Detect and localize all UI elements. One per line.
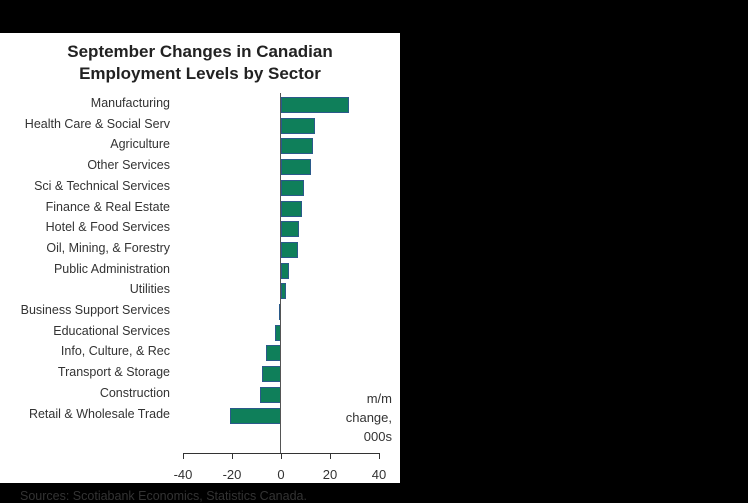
bar bbox=[262, 366, 281, 383]
x-tick bbox=[330, 453, 331, 459]
x-tick bbox=[379, 453, 380, 459]
bar bbox=[281, 262, 290, 279]
bar bbox=[259, 386, 281, 403]
bar bbox=[281, 200, 303, 217]
bar bbox=[281, 241, 299, 258]
x-tick bbox=[232, 453, 233, 459]
x-tick-label: -40 bbox=[173, 467, 193, 482]
category-label: Manufacturing bbox=[90, 96, 170, 110]
category-label: Public Administration bbox=[53, 261, 170, 276]
category-label: Health Care & Social Serv bbox=[24, 116, 170, 131]
category-label: Sci & Technical Services bbox=[34, 178, 170, 193]
bar bbox=[281, 138, 313, 155]
bar bbox=[281, 283, 286, 300]
bar bbox=[230, 407, 281, 424]
category-label: Construction bbox=[99, 385, 170, 400]
title-line-2: Employment Levels by Sector bbox=[79, 64, 321, 83]
x-tick bbox=[183, 453, 184, 459]
bar bbox=[281, 221, 300, 238]
x-tick-label: 20 bbox=[322, 467, 338, 482]
bar bbox=[281, 97, 350, 113]
category-label: Finance & Real Estate bbox=[45, 199, 170, 214]
category-label: Utilities bbox=[129, 282, 170, 297]
unit-line: 000s bbox=[363, 429, 392, 444]
category-label: Other Services bbox=[87, 158, 170, 173]
category-label: Retail & Wholesale Trade bbox=[28, 406, 170, 421]
category-label: Educational Services bbox=[53, 323, 170, 338]
category-label: Oil, Mining, & Forestry bbox=[46, 240, 170, 255]
chart-panel: September Changes in Canadian Employment… bbox=[0, 33, 400, 503]
unit-line: m/m bbox=[366, 391, 392, 406]
title-line-1: September Changes in Canadian bbox=[67, 42, 333, 61]
bar bbox=[281, 117, 316, 134]
unit-label: m/m change, 000s bbox=[340, 389, 392, 446]
category-label: Agriculture bbox=[110, 137, 170, 152]
source-note: Sources: Scotiabank Economics, Statistic… bbox=[20, 489, 307, 503]
zero-axis bbox=[280, 93, 281, 453]
unit-line: change, bbox=[345, 410, 392, 425]
category-label: Transport & Storage bbox=[57, 365, 170, 380]
bar bbox=[266, 345, 281, 362]
x-tick-label: 40 bbox=[371, 467, 387, 482]
category-label: Business Support Services bbox=[20, 303, 170, 317]
x-tick-label: 0 bbox=[277, 467, 285, 482]
bar bbox=[281, 159, 312, 176]
bar bbox=[281, 179, 305, 196]
chart-title: September Changes in Canadian Employment… bbox=[0, 41, 400, 85]
category-label: Hotel & Food Services bbox=[45, 220, 170, 235]
category-label: Info, Culture, & Rec bbox=[60, 344, 170, 359]
x-tick bbox=[281, 453, 282, 459]
x-tick-label: -20 bbox=[222, 467, 242, 482]
